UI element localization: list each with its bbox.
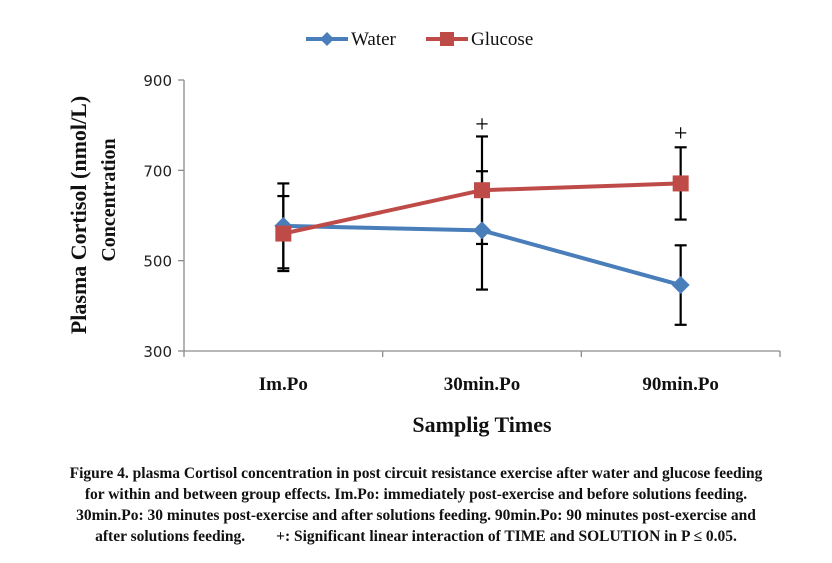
y-tick-label: 700 (143, 162, 172, 180)
caption-line: after solutions feeding. +: Significant … (95, 528, 737, 545)
legend: Water Glucose (306, 29, 533, 50)
significance-marker: + (674, 121, 688, 147)
x-axis-title: Samplig Times (412, 412, 552, 437)
series-markers (274, 175, 690, 295)
x-tick-label: 90min.Po (642, 374, 719, 395)
legend-item-water: Water (306, 29, 397, 50)
figure-caption: Figure 4. plasma Cortisol concentration … (30, 463, 802, 547)
chart: Water Glucose 300 500 700 900 Im.Po 30min.Po 90… (66, 29, 781, 437)
y-axis-title-line: Plasma Cortisol (nmol/L) (66, 96, 91, 334)
legend-label: Water (351, 29, 397, 50)
caption-line: for within and between group effects. Im… (84, 486, 748, 503)
x-tick-label: Im.Po (259, 374, 308, 395)
legend-item-glucose: Glucose (426, 29, 533, 50)
y-axis-title: Plasma Cortisol (nmol/L) Concentration (66, 96, 120, 334)
data-point-water (473, 221, 491, 240)
data-point-glucose (275, 225, 292, 242)
legend-label: Glucose (471, 29, 533, 50)
caption-line: Figure 4. plasma Cortisol concentration … (69, 465, 763, 482)
y-axis-title-line: Concentration (98, 138, 120, 261)
significance-marker: + (475, 112, 489, 138)
annotations: + + (475, 112, 687, 147)
data-point-glucose (672, 175, 689, 192)
data-point-water (671, 276, 690, 295)
legend-marker-square (440, 32, 454, 46)
caption-line: 30min.Po: 30 minutes post-exercise and a… (76, 507, 756, 524)
axes: 300 500 700 900 Im.Po 30min.Po 90min.Po (143, 72, 781, 395)
x-tick-label: 30min.Po (444, 374, 521, 395)
y-tick-label: 900 (143, 72, 172, 90)
data-point-glucose (474, 182, 490, 199)
legend-marker-diamond (320, 32, 334, 46)
y-tick-label: 500 (143, 253, 172, 271)
y-tick-label: 300 (143, 343, 172, 361)
